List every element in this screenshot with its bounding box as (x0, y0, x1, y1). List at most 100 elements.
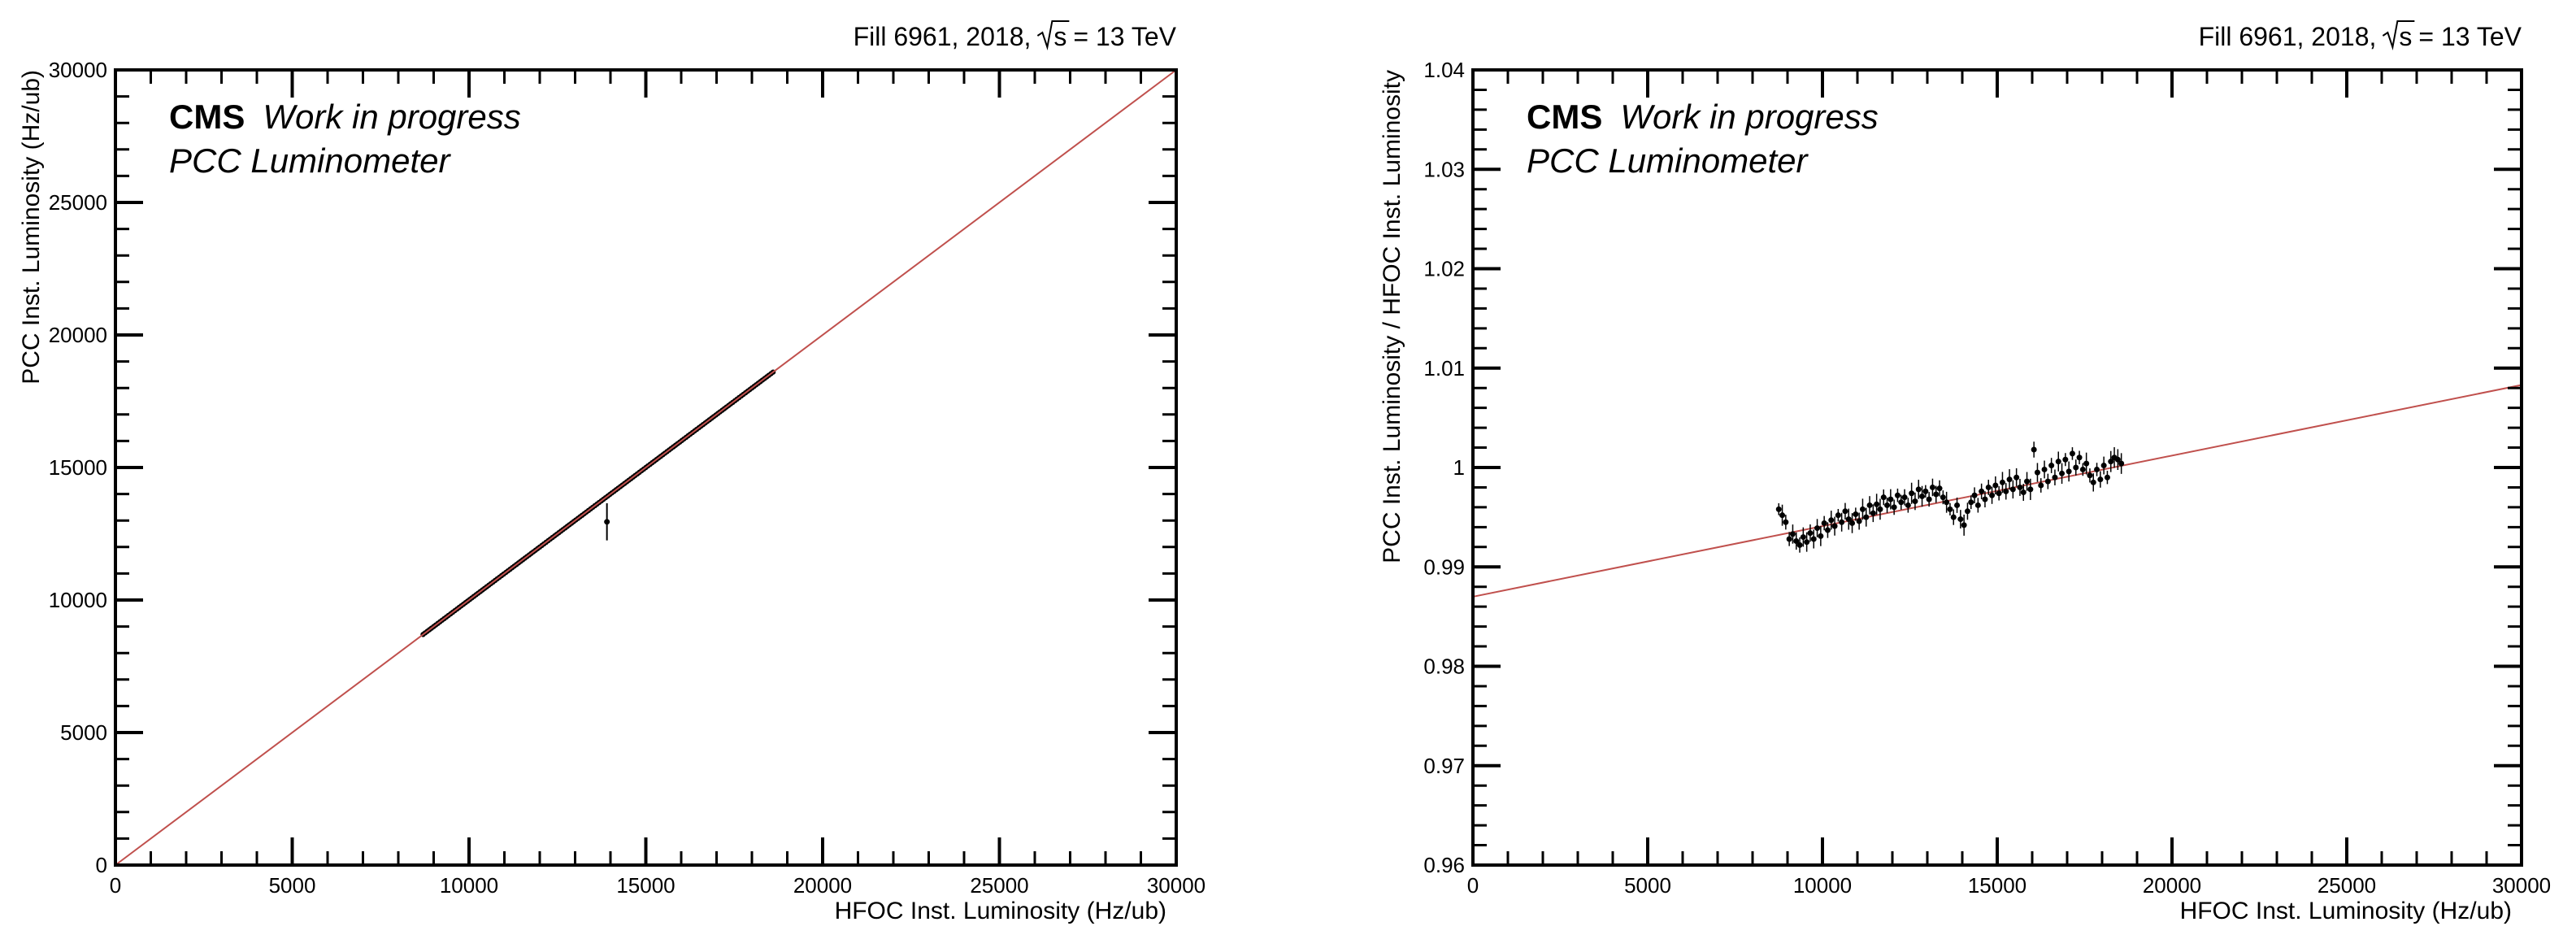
right-x-tick-label: 5000 (1624, 873, 1671, 898)
data-point (1783, 519, 1789, 525)
data-point (2118, 460, 2125, 467)
right-header-energy: = 13 TeV (2418, 22, 2522, 51)
right-y-tick-label: 0.98 (1423, 654, 1465, 679)
right-x-tick-label: 25000 (2318, 873, 2376, 898)
data-point (2038, 482, 2044, 489)
data-point (1866, 502, 1873, 508)
data-point (2100, 463, 2107, 469)
data-point (1971, 492, 1978, 498)
right-y-tick-label: 0.96 (1423, 853, 1465, 877)
data-point (1804, 539, 1810, 546)
data-point (2076, 454, 2083, 461)
right-x-axis-title: HFOC Inst. Luminosity (Hz/ub) (2180, 898, 2512, 924)
data-point (1915, 486, 1922, 493)
data-point (1950, 514, 1957, 520)
data-point (1793, 537, 1800, 544)
data-point (2062, 456, 2069, 463)
left-x-tick-label: 10000 (440, 873, 498, 898)
left-cms-label: CMS (169, 98, 245, 136)
data-point (1905, 502, 1911, 508)
data-point (2041, 466, 2048, 472)
data-point (2017, 484, 2023, 490)
left-x-tick-label: 30000 (1147, 873, 1205, 898)
left-y-tick-label: 30000 (49, 58, 107, 82)
left-header-sqrt: s = 13 TeV (1036, 20, 1177, 51)
right-y-tick-label: 1.01 (1423, 356, 1465, 381)
data-point (2094, 466, 2100, 472)
data-point (1853, 511, 1859, 517)
data-point (2069, 450, 2075, 457)
data-point (1999, 479, 2005, 485)
data-point (2020, 489, 2026, 496)
data-point (2024, 478, 2031, 485)
data-point (1814, 525, 1821, 532)
data-point (1839, 519, 1845, 525)
data-point (1912, 498, 1918, 505)
data-point (2031, 446, 2037, 453)
data-point (1957, 516, 1964, 523)
data-point (1974, 502, 1981, 508)
data-point (1818, 533, 1824, 539)
right-x-tick-label: 10000 (1793, 873, 1852, 898)
data-point (1996, 490, 2002, 497)
right-cms-label: CMS (1527, 98, 1602, 136)
left-x-tick-label: 15000 (616, 873, 675, 898)
left-wip-label: Work in progress (263, 98, 520, 136)
data-point (2108, 459, 2114, 465)
data-point (1954, 502, 1961, 508)
data-point (1845, 516, 1852, 523)
data-point (2087, 472, 2093, 479)
data-point (1926, 496, 1932, 502)
right-header-sqrt-s: s (2399, 22, 2412, 51)
data-point (1933, 491, 1940, 498)
left-y-tick-label: 0 (96, 853, 107, 877)
data-point (2104, 474, 2110, 481)
data-point (1982, 496, 1988, 502)
data-point (1863, 514, 1870, 520)
data-point (1807, 530, 1814, 537)
right-y-axis-title: PCC Inst. Luminosity / HFOC Inst. Lumino… (1379, 70, 1405, 563)
data-point (1944, 499, 1950, 506)
data-point (1789, 531, 1796, 537)
right-sqrt-icon (2382, 20, 2415, 50)
left-y-tick-label: 5000 (60, 720, 107, 745)
data-point (1922, 488, 1929, 494)
left-plot-marks (115, 69, 1177, 866)
data-point (1870, 510, 1876, 516)
data-point (2097, 476, 2104, 483)
left-x-tick-label: 25000 (970, 873, 1028, 898)
right-wip-label: Work in progress (1620, 98, 1878, 136)
fit-line (1472, 384, 2522, 598)
data-point (1887, 496, 1894, 502)
data-point (1835, 512, 1841, 519)
data-point (1919, 493, 1926, 499)
data-point (1842, 508, 1848, 515)
data-point (1779, 512, 1786, 519)
data-point (1796, 541, 1803, 548)
right-header-sqrt: s = 13 TeV (2382, 20, 2522, 51)
right-y-tick-label: 0.99 (1423, 554, 1465, 579)
data-point (1874, 501, 1880, 507)
data-point (2090, 479, 2096, 485)
left-axis-ticks (114, 68, 1178, 867)
left-tick-labels: 0 5000 10000 15000 20000 25000 30000 0 5000 10000… (49, 58, 1205, 898)
data-point (2006, 476, 2013, 483)
left-y-tick-label: 15000 (49, 455, 107, 480)
data-point (1786, 536, 1792, 542)
data-point (2009, 486, 2016, 493)
right-tick-labels: 0 5000 10000 15000 20000 25000 30000 0.96 0.97 0.… (1423, 58, 2551, 898)
data-point (1929, 484, 1935, 490)
data-point (1940, 494, 1946, 501)
right-y-tick-label: 0.97 (1423, 754, 1465, 778)
data-point (1856, 518, 1862, 524)
data-point (1989, 492, 1996, 498)
right-y-tick-label: 1.02 (1423, 257, 1465, 281)
left-x-tick-label: 20000 (793, 873, 852, 898)
data-point (1859, 506, 1866, 512)
outlier-point (604, 519, 610, 525)
left-header-sqrt-s: s (1053, 22, 1066, 51)
data-point (2052, 474, 2058, 481)
data-point (2027, 486, 2034, 493)
data-point (1877, 506, 1883, 512)
